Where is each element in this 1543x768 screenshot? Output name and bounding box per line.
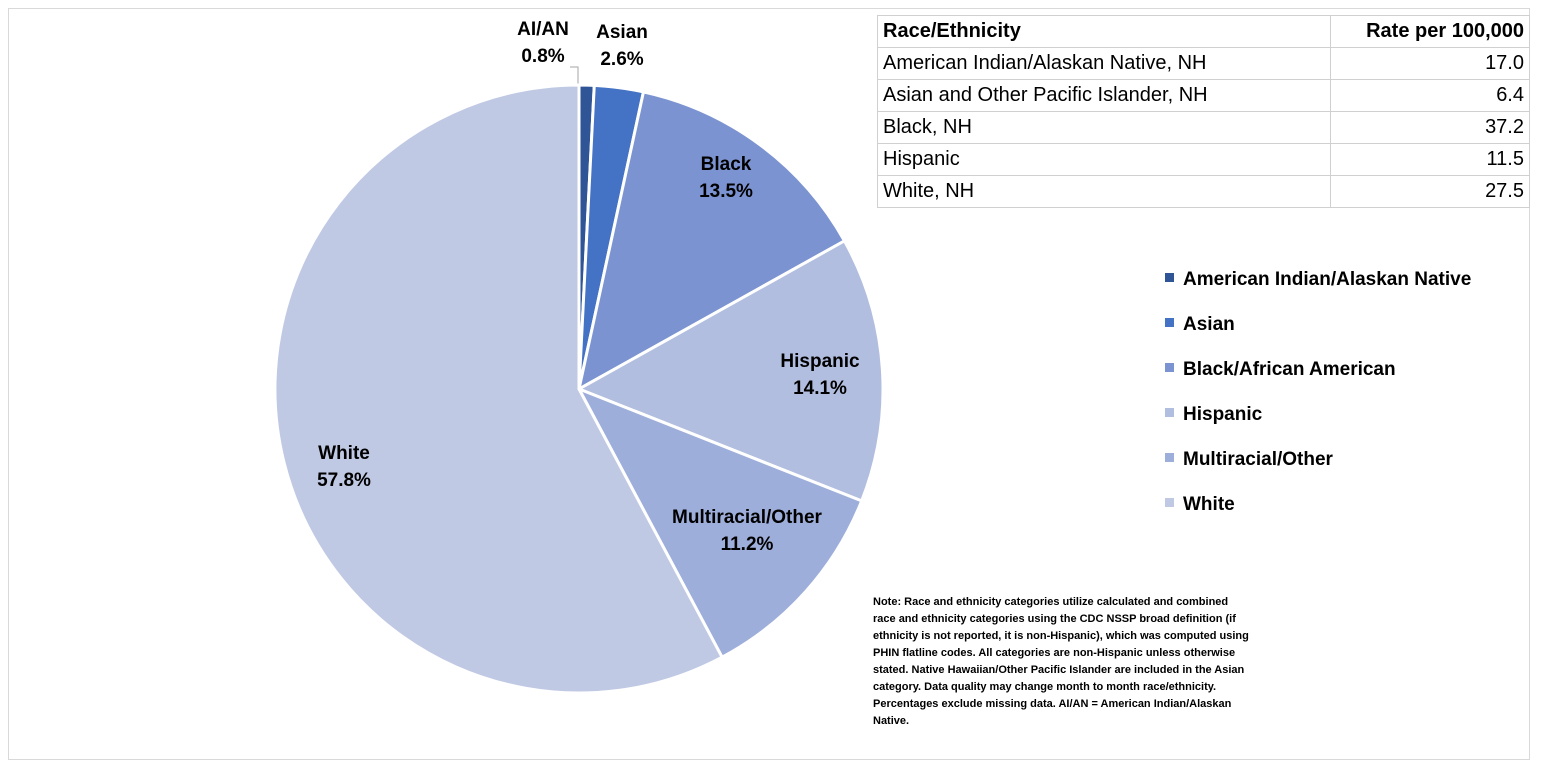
legend-label: American Indian/Alaskan Native bbox=[1183, 269, 1471, 290]
table-row: American Indian/Alaskan Native, NH 17.0 bbox=[877, 47, 1530, 80]
legend-label: Asian bbox=[1183, 314, 1235, 335]
chart-frame bbox=[8, 8, 1530, 760]
slice-label-value: 57.8% bbox=[317, 470, 371, 491]
rate-table: Race/Ethnicity Rate per 100,000 American … bbox=[877, 15, 1530, 208]
legend-swatch bbox=[1165, 453, 1174, 462]
table-cell: White, NH bbox=[877, 175, 1331, 208]
leader-line bbox=[570, 66, 579, 86]
table-cell: 27.5 bbox=[1330, 175, 1530, 208]
note: Note: Race and ethnicity categories util… bbox=[873, 596, 1249, 727]
slice-label-value: 2.6% bbox=[600, 49, 643, 70]
table-row: Asian and Other Pacific Islander, NH 6.4 bbox=[877, 79, 1530, 112]
table-cell: Asian and Other Pacific Islander, NH bbox=[877, 79, 1331, 112]
legend-swatch bbox=[1165, 498, 1174, 507]
slice-label-name: White bbox=[318, 443, 370, 464]
legend-swatch bbox=[1165, 408, 1174, 417]
table-cell: Black, NH bbox=[877, 111, 1331, 144]
pie-slice bbox=[576, 90, 847, 392]
slice-label-value: 13.5% bbox=[699, 181, 753, 202]
pie-slice bbox=[575, 386, 864, 660]
table-cell: 11.5 bbox=[1330, 143, 1530, 176]
table-cell: 6.4 bbox=[1330, 79, 1530, 112]
slice-label-value: 0.8% bbox=[521, 46, 564, 67]
table-cell: 17.0 bbox=[1330, 47, 1530, 80]
slice-label-name: Hispanic bbox=[780, 351, 860, 372]
legend-label: Black/African American bbox=[1183, 359, 1396, 380]
legend-label: White bbox=[1183, 494, 1235, 515]
slice-label-value: 11.2% bbox=[721, 534, 774, 555]
legend-label: Multiracial/Other bbox=[1183, 449, 1334, 470]
table-cell: Hispanic bbox=[877, 143, 1331, 176]
table-row: White, NH 27.5 bbox=[877, 175, 1530, 208]
slice-label-value: 14.1% bbox=[793, 378, 847, 399]
header-cell: Race/Ethnicity bbox=[877, 15, 1331, 48]
legend-swatch bbox=[1165, 273, 1174, 282]
table-row: Hispanic 11.5 bbox=[877, 143, 1530, 176]
slice-label-name: Black bbox=[701, 154, 752, 175]
slice-label-name: Asian bbox=[596, 22, 648, 43]
legend-swatch bbox=[1165, 318, 1174, 327]
table-cell: American Indian/Alaskan Native, NH bbox=[877, 47, 1331, 80]
header-cell: Rate per 100,000 bbox=[1330, 15, 1530, 48]
table-body: American Indian/Alaskan Native, NH 17.0 As… bbox=[877, 47, 1530, 208]
pie-slice bbox=[273, 83, 725, 695]
legend-label: Hispanic bbox=[1183, 404, 1263, 425]
table-row: Black, NH 37.2 bbox=[877, 111, 1530, 144]
slice-label-name: Multiracial/Other bbox=[672, 507, 823, 528]
pie-slice bbox=[575, 238, 885, 503]
slice-label-name: AI/AN bbox=[517, 19, 569, 40]
table-cell: 37.2 bbox=[1330, 111, 1530, 144]
legend-swatch bbox=[1165, 363, 1174, 372]
table-header: Race/Ethnicity Rate per 100,000 bbox=[877, 15, 1530, 48]
